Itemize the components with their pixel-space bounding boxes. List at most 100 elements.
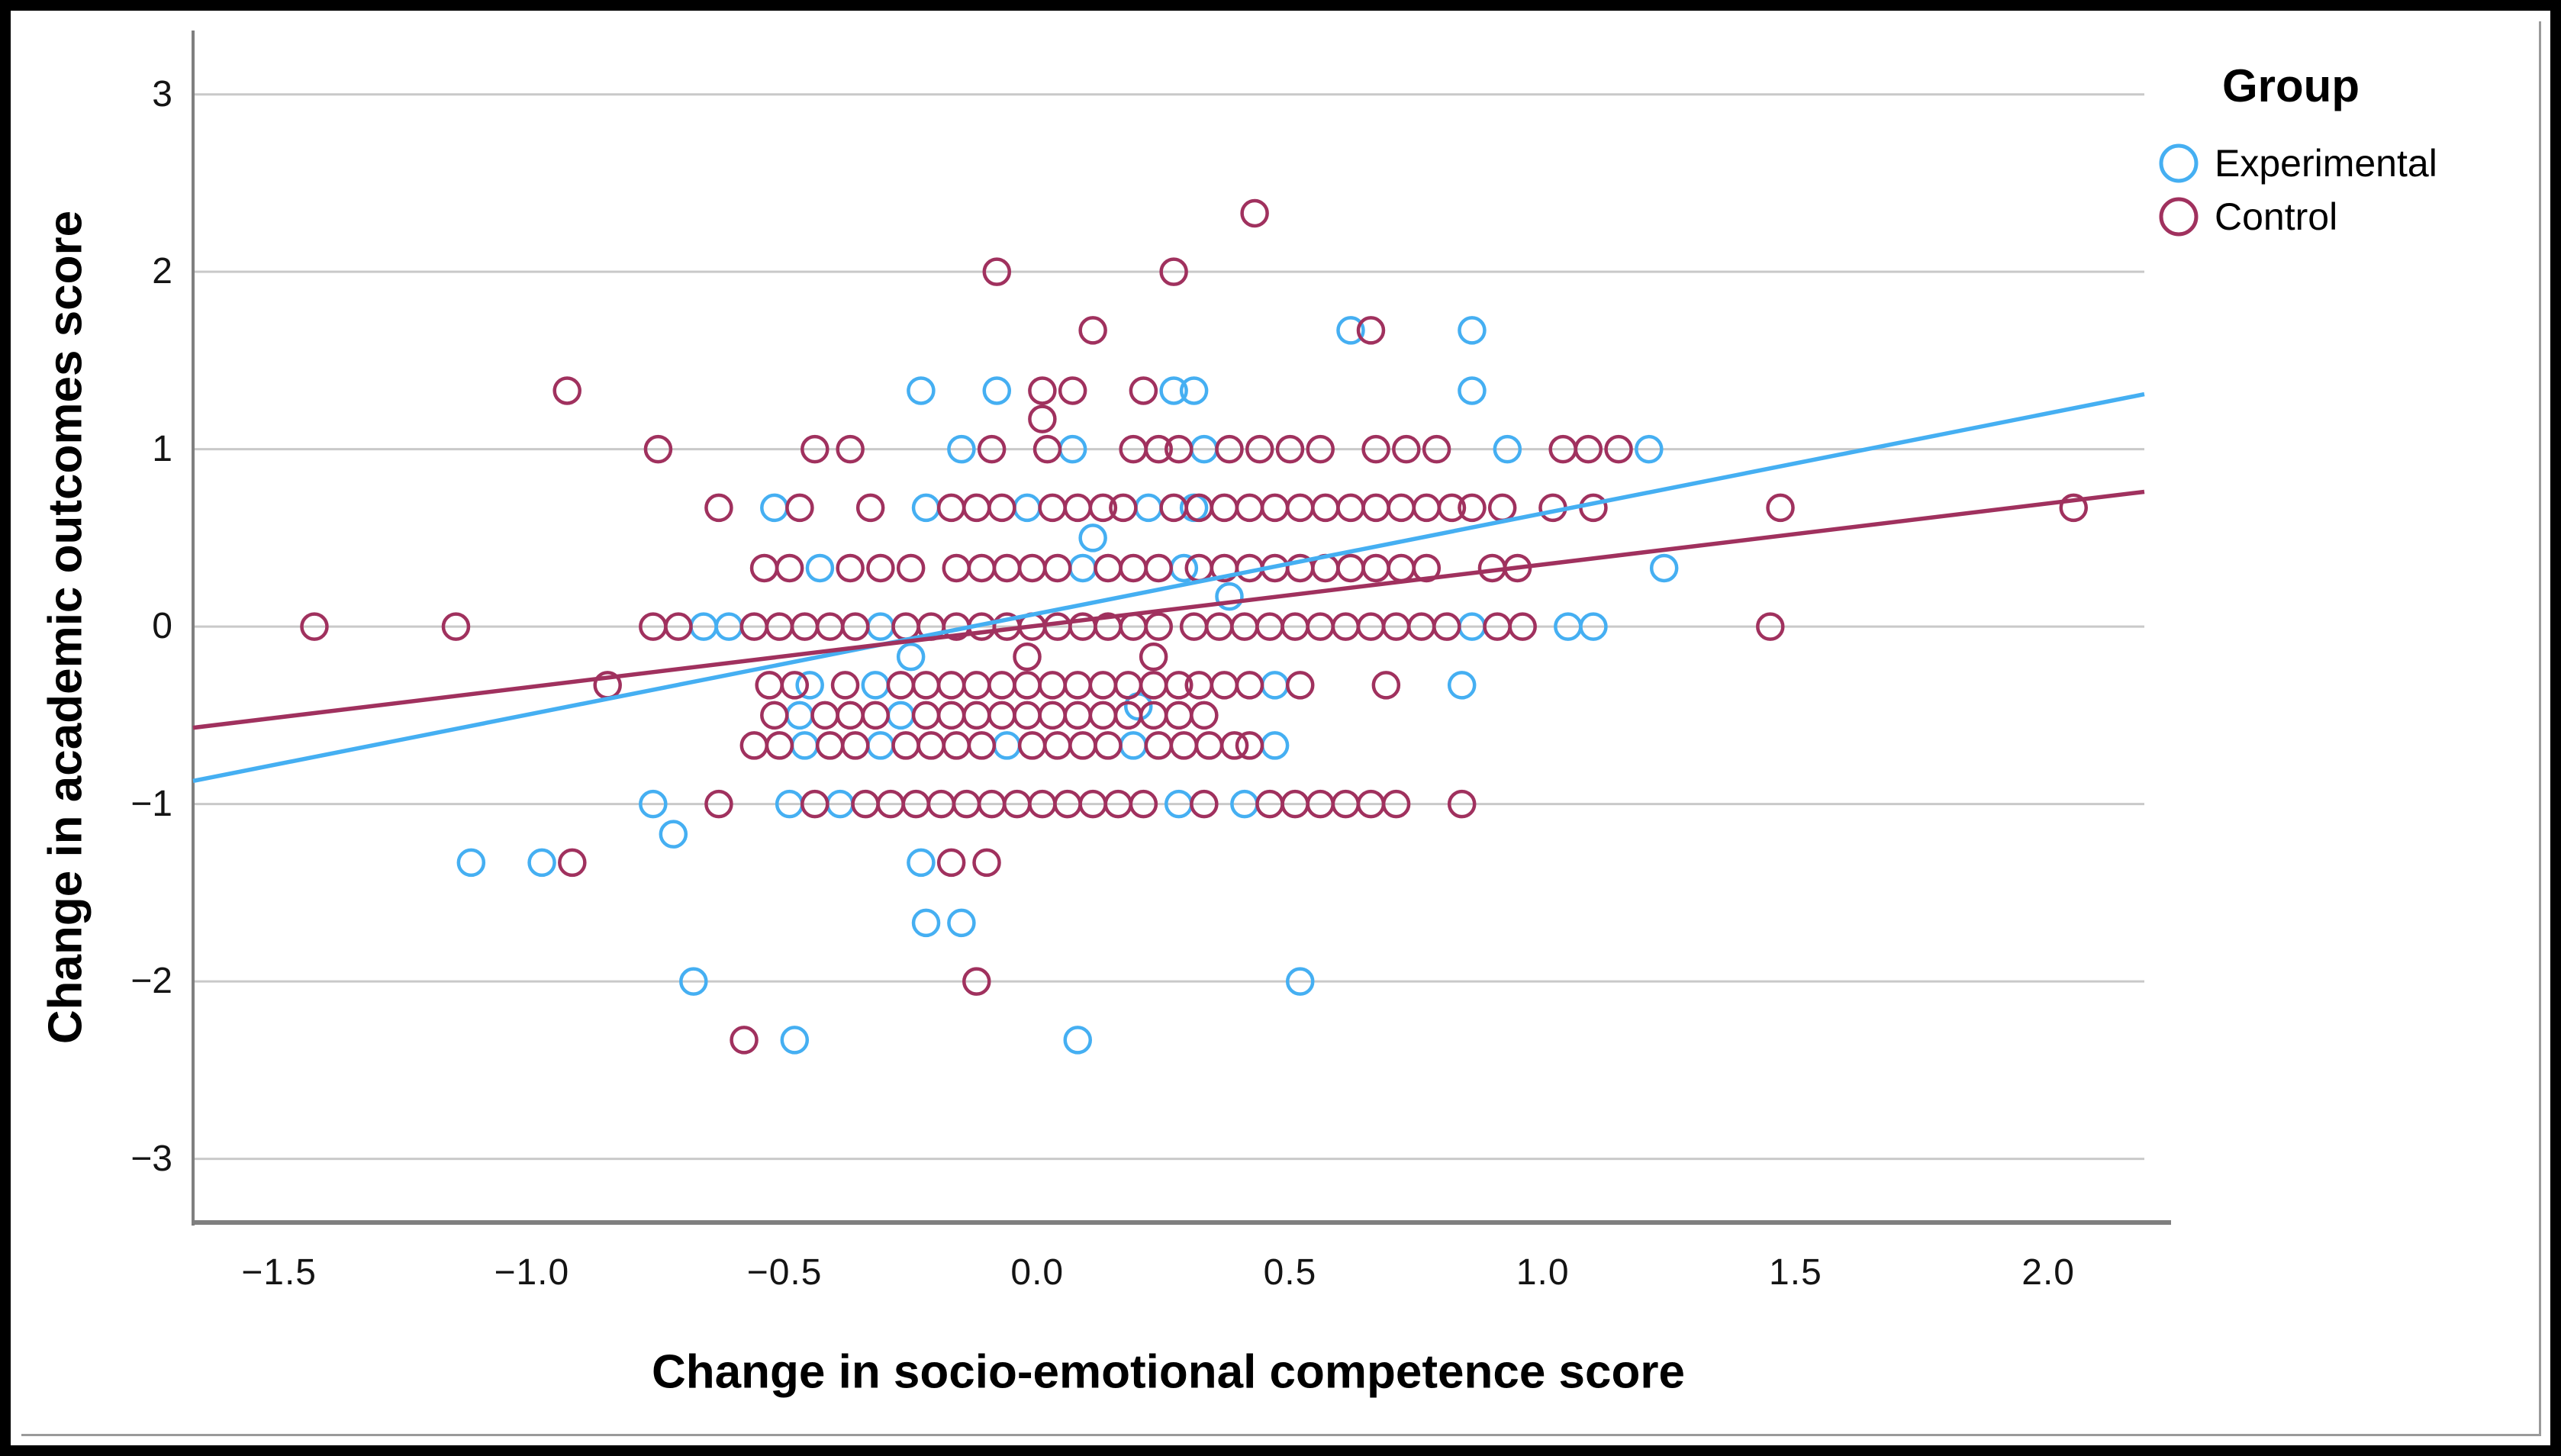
x-tick-label--1.5: −1.5 [241,1252,317,1293]
data-point-control [886,671,916,700]
data-point-control [911,671,941,700]
y-tick-label-0: 0 [152,606,172,647]
data-point-experimental [1215,581,1244,611]
data-point-control [836,434,865,464]
data-point-control [1311,493,1340,523]
data-point-control [765,731,794,760]
data-point-control [1604,434,1633,464]
data-point-experimental [947,434,976,464]
data-point-control [1361,493,1390,523]
data-point-control [1113,671,1143,700]
data-point-control [1447,789,1477,819]
data-point-control [1043,731,1072,760]
data-point-experimental [1013,493,1042,523]
data-point-control [1078,316,1107,345]
x-tick-label-1: 1.0 [1516,1252,1570,1293]
data-point-control [300,612,329,641]
data-point-control [1164,671,1194,700]
data-point-control [861,701,891,730]
data-point-control [749,553,779,583]
data-point-control [1063,701,1093,730]
data-point-control [1144,731,1174,760]
data-point-control [1164,434,1194,464]
x-tick-label-0.5: 0.5 [1263,1252,1317,1293]
x-tick-label-0: 0.0 [1010,1252,1065,1293]
data-point-control [1458,493,1487,523]
y-axis-title: Change in academic outcomes score [39,210,92,1045]
data-point-control [1574,434,1603,464]
data-point-experimental [911,908,941,938]
data-point-control [643,434,673,464]
data-point-control [942,553,971,583]
data-point-control [1088,701,1118,730]
data-point-control [936,493,966,523]
data-point-control [1032,434,1062,464]
data-point-experimental [659,820,688,849]
data-point-experimental [907,376,936,405]
data-point-control [801,789,830,819]
data-point-control [911,701,941,730]
data-point-control [1371,671,1401,700]
data-point-control [916,731,945,760]
data-point-control [785,493,814,523]
data-point-experimental [1336,316,1365,345]
data-point-control [1194,731,1224,760]
data-point-control [1063,671,1093,700]
data-point-control [1437,493,1467,523]
data-point-experimental [780,1026,810,1055]
data-point-experimental [992,731,1022,760]
data-point-control [1508,612,1537,641]
data-point-control [1129,376,1158,405]
data-point-control [441,612,471,641]
data-point-control [1038,493,1067,523]
data-point-control [1144,612,1174,641]
data-point-experimental [886,701,916,730]
data-point-control [1210,671,1239,700]
experimental-marker-icon [2159,143,2199,183]
y-tick-label--2: −2 [130,961,172,1002]
data-point-control [1766,493,1795,523]
data-point-control [1356,316,1386,345]
data-point-control [1361,434,1390,464]
data-point-control [1260,493,1290,523]
data-point-experimental [1078,523,1107,552]
data-point-control [962,671,991,700]
x-tick-label--1: −1.0 [494,1252,570,1293]
data-point-experimental [1179,376,1209,405]
data-point-control [1094,553,1123,583]
data-point-control [1210,493,1239,523]
data-point-control [1028,376,1057,405]
data-point-control [1381,789,1411,819]
data-point-control [987,671,1016,700]
data-point-control [1219,731,1249,760]
data-point-control [866,553,895,583]
data-point-control [936,848,966,878]
data-point-control [962,493,991,523]
data-point-control [755,671,784,700]
data-point-control [1068,731,1097,760]
data-point-control [775,553,804,583]
data-point-control [704,493,733,523]
data-point-control [1129,789,1158,819]
data-point-control [1184,553,1213,583]
y-tick-label--1: −1 [130,783,172,824]
data-point-experimental [866,731,895,760]
data-point-control [780,671,810,700]
data-point-experimental [805,553,835,583]
data-point-control [664,612,693,641]
data-point-experimental [1447,671,1477,700]
data-point-control [739,731,769,760]
data-point-control [1038,671,1067,700]
data-point-control [1094,731,1123,760]
data-point-experimental [639,789,668,819]
data-point-control [1235,731,1264,760]
data-point-control [977,434,1007,464]
y-tick-label-3: 3 [152,73,172,114]
data-point-control [1336,493,1365,523]
data-point-experimental [907,848,936,878]
data-point-experimental [1649,553,1679,583]
data-point-control [1392,434,1421,464]
data-point-control [1235,493,1264,523]
x-tick-label-1.5: 1.5 [1769,1252,1822,1293]
